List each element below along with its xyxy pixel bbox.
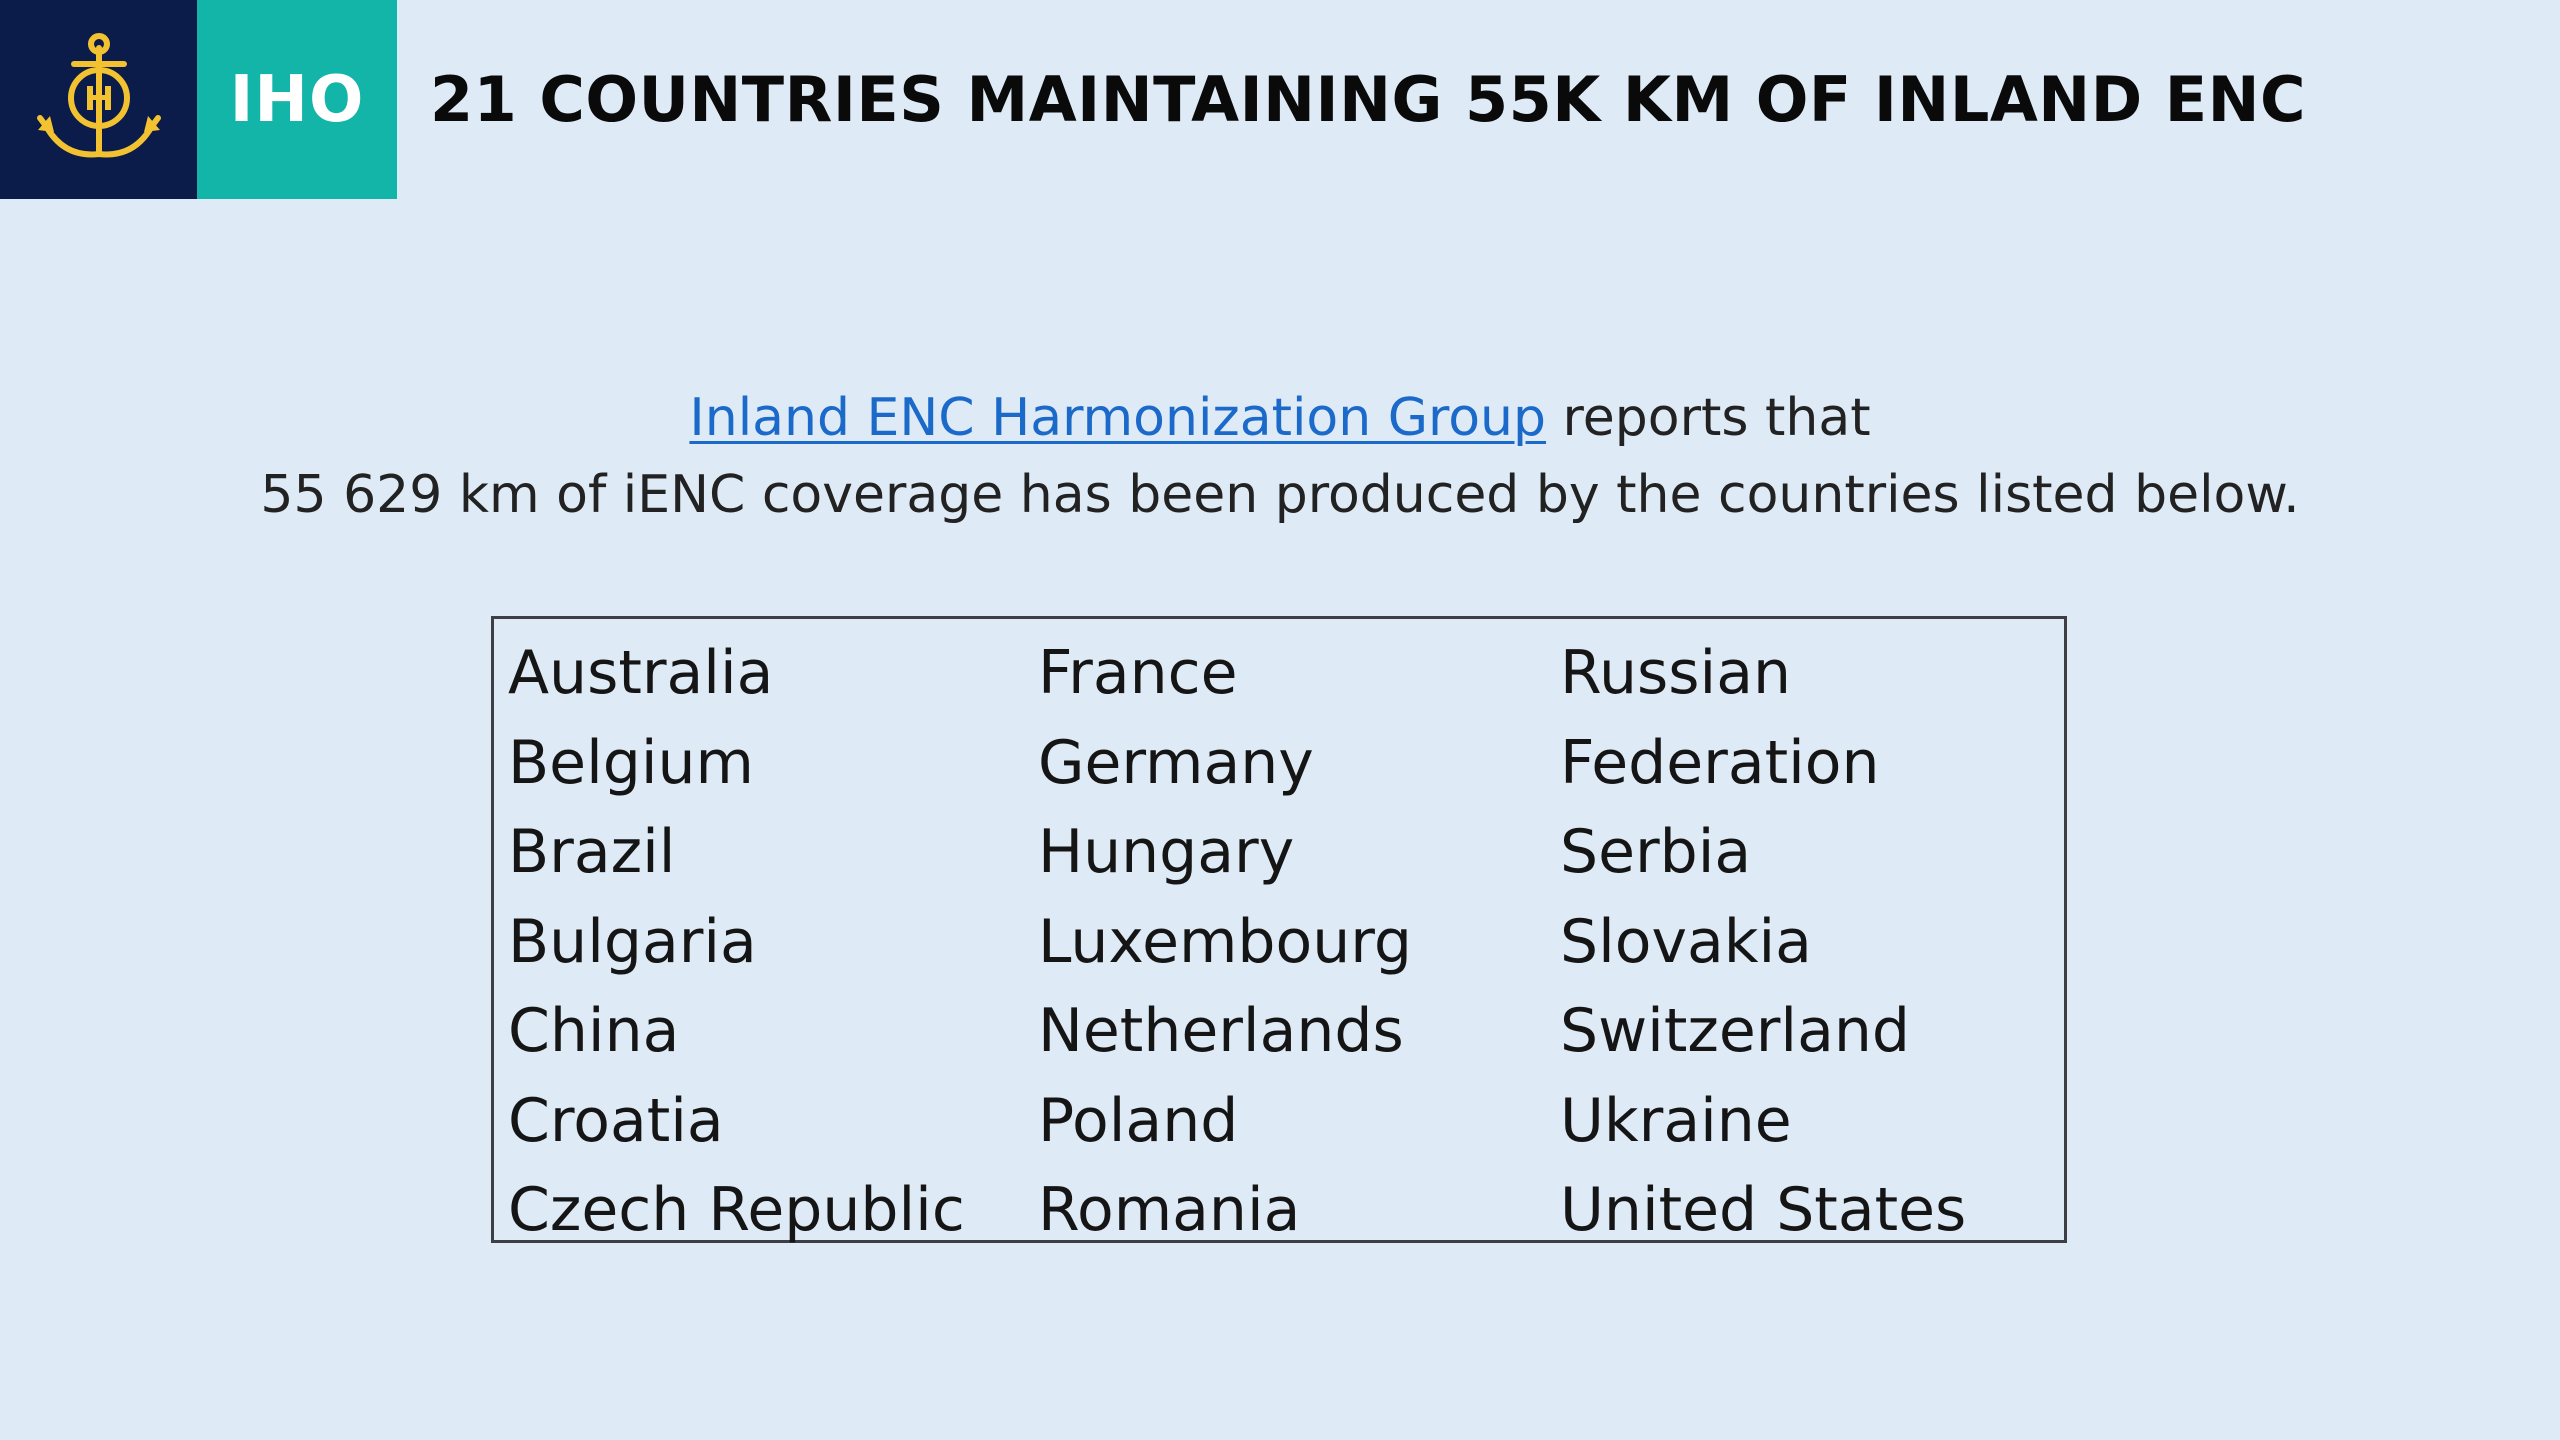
country-item: Ukraine xyxy=(1560,1085,1792,1156)
page-title: 21 COUNTRIES MAINTAINING 55K KM OF INLAN… xyxy=(430,63,2306,136)
iho-abbrev-block: IHO xyxy=(197,0,397,199)
intro-line-1: Inland ENC Harmonization Group reports t… xyxy=(0,380,2560,457)
country-item: Hungary xyxy=(1038,817,1295,887)
country-column-3: Russian Federation Serbia Slovakia Switz… xyxy=(1560,629,1966,1256)
country-item: Netherlands xyxy=(1038,996,1404,1066)
country-item: Bulgaria xyxy=(508,906,757,977)
country-item: Federation xyxy=(1560,727,1880,798)
org-abbrev: IHO xyxy=(229,62,365,137)
iho-anchor-emblem-icon xyxy=(36,32,161,157)
country-item: Switzerland xyxy=(1560,996,1910,1066)
intro-text: Inland ENC Harmonization Group reports t… xyxy=(0,380,2560,534)
country-item: Serbia xyxy=(1560,817,1752,887)
country-item: Australia xyxy=(508,638,774,708)
country-item: Luxembourg xyxy=(1038,906,1412,977)
country-column-1: Australia Belgium Brazil Bulgaria China … xyxy=(508,629,965,1256)
country-item: Romania xyxy=(1038,1175,1301,1245)
country-item: United States xyxy=(1560,1175,1967,1245)
country-item: Poland xyxy=(1038,1085,1239,1156)
country-column-2: France Germany Hungary Luxembourg Nether… xyxy=(1038,629,1412,1256)
harmonization-group-link[interactable]: Inland ENC Harmonization Group xyxy=(689,388,1547,448)
country-item: Brazil xyxy=(508,817,676,887)
country-item: Croatia xyxy=(508,1085,724,1156)
country-item: Belgium xyxy=(508,727,754,798)
intro-line-1-rest: reports that xyxy=(1546,388,1871,448)
country-list-box: Australia Belgium Brazil Bulgaria China … xyxy=(491,616,2067,1245)
country-item: France xyxy=(1038,638,1238,708)
country-item: Germany xyxy=(1038,727,1314,798)
country-item: Czech Republic xyxy=(508,1175,965,1245)
country-item: Slovakia xyxy=(1560,906,1812,977)
country-item: Russian xyxy=(1560,638,1792,708)
intro-line-2: 55 629 km of iENC coverage has been prod… xyxy=(260,465,2300,525)
country-item: China xyxy=(508,996,680,1066)
iho-logo xyxy=(0,0,197,199)
